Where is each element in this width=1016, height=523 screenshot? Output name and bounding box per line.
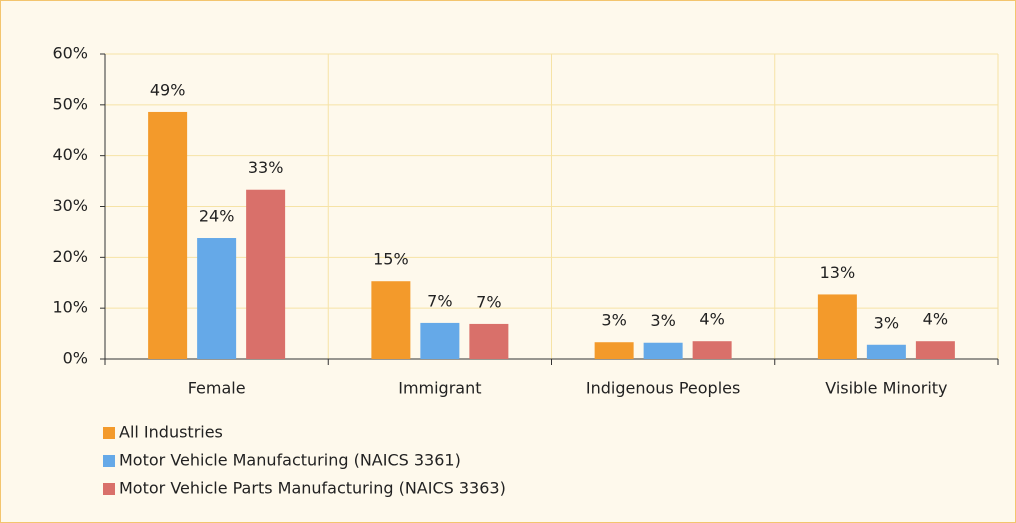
x-tick-label: Female: [188, 379, 246, 398]
bar: [246, 189, 286, 359]
value-label: 3%: [874, 313, 899, 332]
y-tick-label: 40%: [52, 145, 88, 164]
legend-swatch: [103, 427, 115, 439]
value-label: 7%: [476, 292, 501, 311]
bar: [197, 238, 237, 359]
bar: [420, 322, 460, 359]
value-label: 15%: [373, 250, 409, 269]
x-tick-label: Indigenous Peoples: [586, 379, 740, 398]
value-label: 33%: [248, 158, 284, 177]
bar: [915, 341, 955, 359]
legend-label: All Industries: [119, 423, 223, 442]
x-tick-label: Visible Minority: [825, 379, 947, 398]
bar: [469, 323, 509, 359]
value-label: 49%: [150, 80, 186, 99]
legend-swatch: [103, 483, 115, 495]
bar: [148, 111, 188, 359]
value-label: 4%: [923, 310, 948, 329]
bar: [594, 342, 634, 359]
legend-swatch: [103, 455, 115, 467]
value-label: 3%: [650, 311, 675, 330]
y-tick-label: 10%: [52, 298, 88, 317]
bar: [371, 281, 411, 359]
y-tick-label: 60%: [52, 44, 88, 63]
bar: [866, 344, 906, 359]
value-label: 3%: [601, 311, 626, 330]
value-label: 4%: [699, 310, 724, 329]
value-label: 7%: [427, 291, 452, 310]
y-tick-label: 30%: [52, 196, 88, 215]
bar: [817, 294, 857, 359]
bar: [692, 341, 732, 359]
x-tick-label: Immigrant: [398, 379, 481, 398]
legend-label: Motor Vehicle Parts Manufacturing (NAICS…: [119, 479, 506, 498]
bar: [643, 342, 683, 359]
y-tick-label: 50%: [52, 94, 88, 113]
y-tick-label: 20%: [52, 247, 88, 266]
value-label: 24%: [199, 207, 235, 226]
value-label: 13%: [820, 263, 856, 282]
y-tick-label: 0%: [63, 349, 88, 368]
legend-label: Motor Vehicle Manufacturing (NAICS 3361): [119, 451, 461, 470]
